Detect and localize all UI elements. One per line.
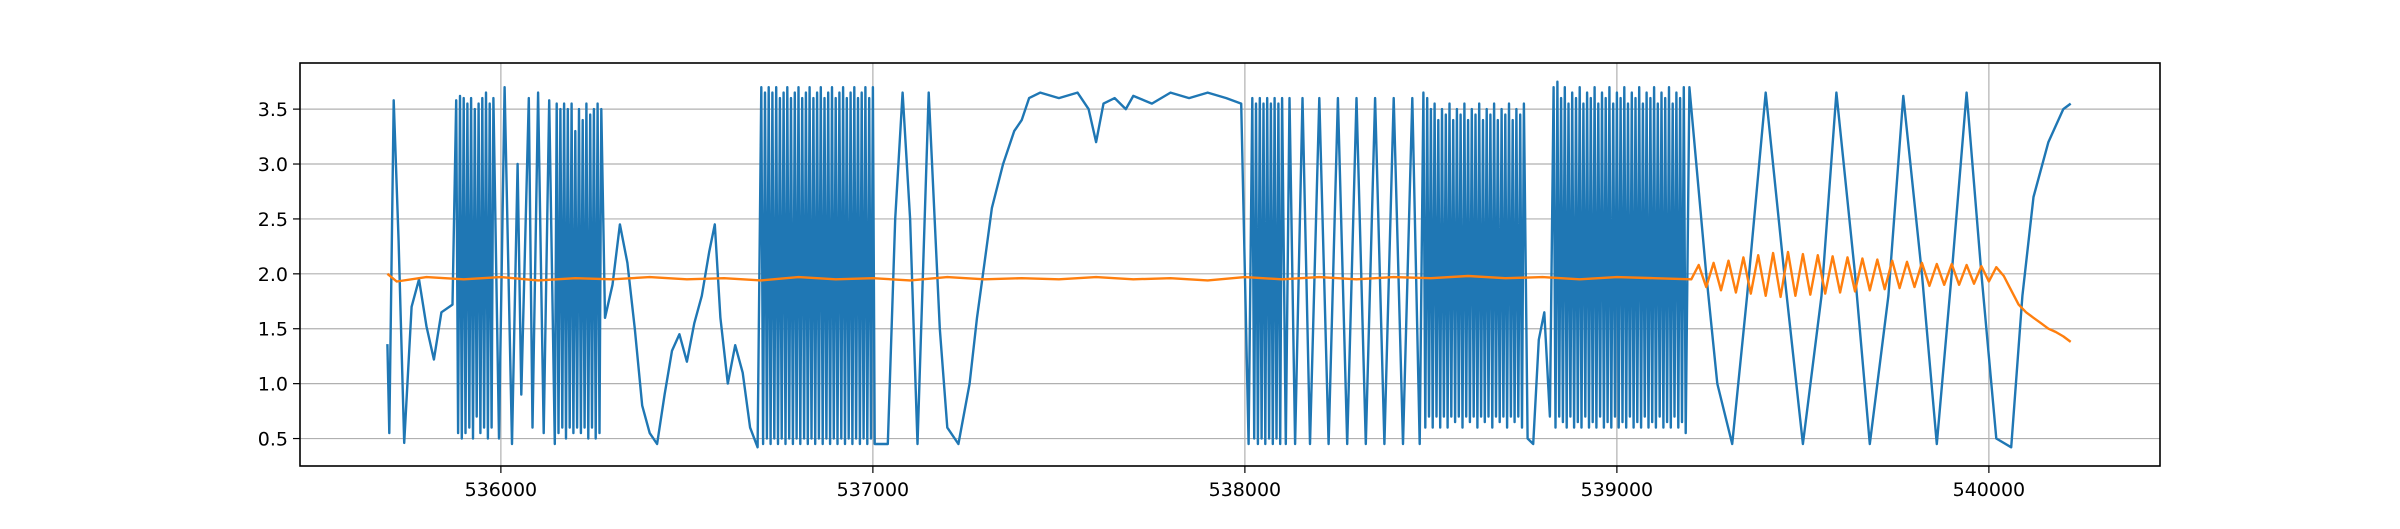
grid-lines (300, 63, 2160, 466)
series-line-2 (386, 250, 2072, 343)
x-tick-label: 537000 (837, 479, 910, 501)
series-layer (386, 80, 2072, 449)
x-axis: 536000 537000 538000 539000 540000 (465, 466, 2026, 501)
y-tick-label: 1.0 (258, 374, 288, 396)
x-tick-label: 539000 (1581, 479, 1654, 501)
y-tick-label: 1.5 (258, 319, 288, 341)
y-tick-label: 2.0 (258, 264, 288, 286)
series-line-1 (386, 80, 2072, 449)
plot-frame (299, 62, 2161, 467)
y-axis: 0.5 1.0 1.5 2.0 2.5 3.0 3.5 (258, 99, 300, 451)
y-tick-label: 2.5 (258, 209, 288, 231)
y-tick-label: 3.5 (258, 99, 288, 121)
x-tick-label: 540000 (1953, 479, 2026, 501)
y-tick-label: 3.0 (258, 154, 288, 176)
x-tick-label: 536000 (465, 479, 538, 501)
x-tick-label: 538000 (1209, 479, 1282, 501)
y-tick-label: 0.5 (258, 429, 288, 451)
